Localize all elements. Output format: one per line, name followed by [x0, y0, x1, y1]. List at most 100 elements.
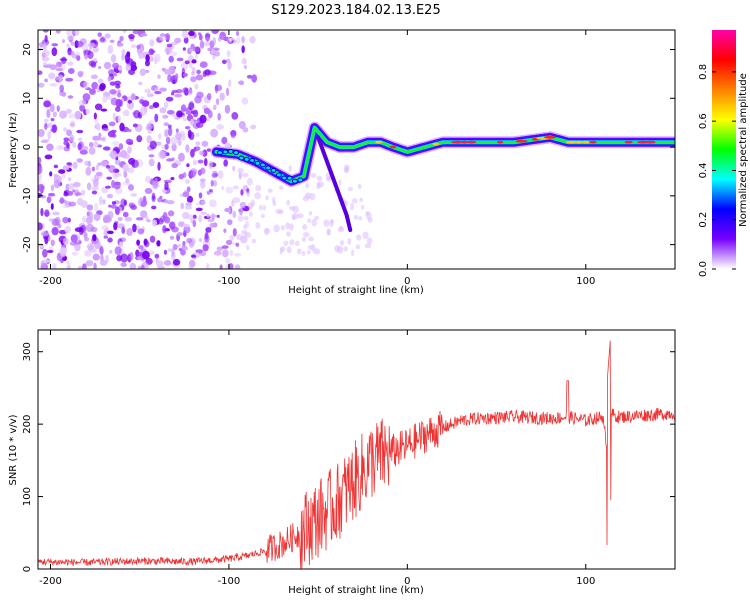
spectrogram-noise-blob: [149, 140, 157, 150]
spectrogram-ridge-cell: [286, 175, 293, 181]
spectrogram-faint-blob: [264, 227, 271, 234]
spectrogram-noise-blob: [66, 35, 75, 41]
spectrogram-noise-blob: [50, 239, 55, 247]
spectrogram-noise-blob: [242, 127, 249, 133]
spectrogram-noise-blob: [38, 179, 42, 184]
spectrogram-faint-blob: [367, 217, 373, 223]
spectrogram-noise-blob: [174, 73, 179, 80]
spectrogram-noise-blob: [70, 41, 75, 46]
spectrogram-faint-blob: [262, 204, 266, 211]
spectrogram-noise-blob: [128, 33, 135, 40]
spectrogram-noise-blob: [141, 100, 150, 107]
spectrogram-noise-blob: [213, 250, 222, 256]
spectrogram-faint-blob: [292, 205, 299, 214]
spectrogram-noise-blob: [156, 240, 161, 247]
spectrogram-noise-blob: [42, 42, 47, 51]
spectrogram-noise-blob: [132, 223, 137, 233]
spectrogram-noise-blob: [188, 265, 194, 269]
spectrogram-ridge-core: [497, 140, 504, 144]
spectrogram-noise-blob: [102, 95, 108, 103]
spectrogram-noise-blob: [165, 96, 174, 102]
spectrogram-noise-blob: [49, 83, 58, 87]
spectrogram-noise-blob: [214, 84, 219, 94]
spectrogram-ridge-cell: [291, 178, 298, 184]
spectrogram-faint-blob: [326, 228, 330, 236]
spectrogram-faint-blob: [229, 249, 234, 256]
spectrogram-noise-blob: [92, 253, 100, 261]
spectrogram-noise-blob: [144, 216, 149, 220]
spectrogram-faint-blob: [267, 188, 273, 193]
spectrogram-faint-blob: [355, 244, 361, 250]
spectrogram-noise-blob: [43, 259, 51, 263]
spectrogram-noise-blob: [58, 169, 66, 174]
spectrogram-noise-blob: [241, 45, 245, 54]
spectrogram-noise-blob: [86, 204, 94, 211]
spectrogram-noise-blob: [139, 106, 148, 116]
spectrogram-faint-blob: [297, 213, 304, 219]
spectrogram-noise-blob: [53, 173, 58, 178]
spectrogram-noise-blob: [170, 137, 178, 146]
spectrogram-ridge-cell: [259, 162, 266, 168]
spectrogram-noise-blob: [199, 114, 207, 124]
spectrogram-noise-blob: [127, 167, 135, 174]
spectrogram-ridge-cell: [238, 155, 245, 161]
spectrogram-noise-blob: [77, 266, 83, 269]
spectrogram-noise-blob: [139, 210, 148, 218]
spectrogram-noise-blob: [108, 121, 116, 127]
spectrogram-noise-blob: [106, 193, 114, 199]
spectrogram-noise-blob: [105, 164, 111, 169]
spectrogram-noise-blob: [204, 69, 211, 76]
spectrogram-noise-blob: [182, 117, 187, 122]
spectrogram-noise-blob: [159, 87, 167, 92]
spectrogram-faint-blob: [232, 185, 240, 190]
spectrogram-noise-blob: [48, 122, 53, 127]
spectrogram-noise-blob: [122, 153, 130, 159]
spectrogram-noise-blob: [67, 217, 71, 223]
spectrogram-noise-blob: [81, 189, 86, 196]
spectrogram-faint-blob: [243, 224, 248, 230]
spectrogram-ridge-cell: [243, 156, 250, 162]
spectrogram-ridge-cell: [217, 150, 223, 156]
spectrogram-noise-blob: [104, 185, 111, 189]
spectrogram-noise-blob: [98, 66, 102, 70]
snr-x-tick-label: -100: [218, 576, 241, 587]
spectrogram-ridge-core: [389, 145, 397, 149]
spectrogram-noise-blob: [91, 190, 98, 195]
spectrogram-faint-blob: [265, 195, 269, 201]
spectrogram-noise-blob: [128, 157, 136, 165]
spectrogram-noise-blob: [190, 170, 197, 178]
spectrogram-faint-blob: [339, 225, 343, 232]
spectrogram-faint-blob: [350, 249, 355, 257]
spectrogram-noise-blob: [85, 166, 92, 176]
spectrogram-noise-blob: [119, 122, 125, 132]
spectrogram-noise-blob: [99, 83, 106, 90]
spectrogram-noise-blob: [97, 32, 102, 37]
spectrogram-noise-blob: [198, 34, 203, 41]
spectrogram-noise-blob: [162, 115, 167, 119]
snr-marks: [38, 340, 675, 569]
spectrogram-noise-blob: [149, 105, 154, 110]
spectrogram-noise-blob: [48, 192, 56, 197]
spectrogram-noise-blob: [61, 39, 66, 43]
spectrogram-noise-blob: [171, 91, 175, 96]
spectrogram-ridge-core: [582, 140, 590, 144]
spectrogram-faint-blob: [306, 250, 311, 255]
colorbar-label: Normalized spectral amplitude: [738, 73, 749, 227]
spectrogram-noise-blob: [184, 205, 193, 210]
spectrogram-faint-blob: [307, 218, 312, 224]
snr-y-tick-label: 100: [22, 487, 33, 506]
spectrogram-noise-blob: [231, 200, 235, 207]
spectrogram-noise-blob: [89, 88, 96, 95]
spectrogram-noise-blob: [165, 152, 170, 157]
spectrogram-noise-blob: [112, 62, 120, 69]
spectrogram-ridge-core: [624, 140, 633, 144]
spectrogram-noise-blob: [62, 216, 69, 224]
spectrogram-noise-blob: [144, 187, 153, 194]
spectrogram-noise-blob: [189, 118, 194, 126]
spectrogram-ridge-cell: [281, 175, 288, 181]
spectrogram-noise-blob: [67, 61, 74, 66]
spectrogram-noise-blob: [107, 230, 114, 235]
spectrogram-noise-blob: [57, 223, 62, 229]
spectrogram-noise-blob: [66, 129, 73, 137]
